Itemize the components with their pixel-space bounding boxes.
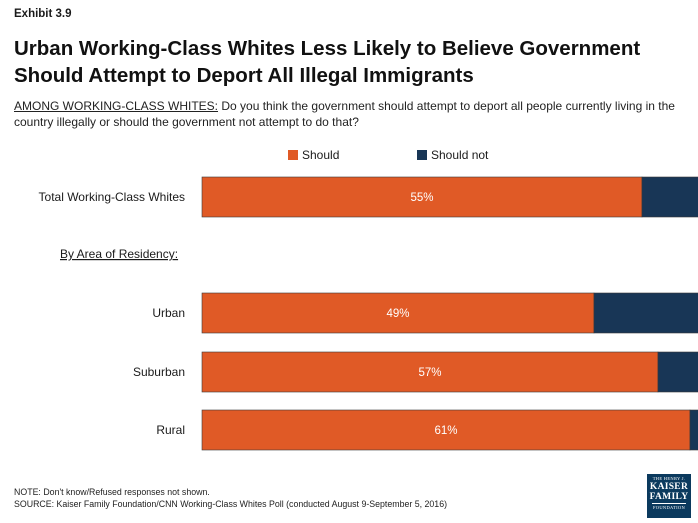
bar-suburban-should-not — [657, 351, 698, 393]
chart-title: Urban Working-Class Whites Less Likely t… — [14, 37, 641, 87]
source-text: SOURCE: Kaiser Family Foundation/CNN Wor… — [14, 499, 448, 509]
kff-logo: THE HENRY J. KAISER FAMILY FOUNDATION — [647, 474, 691, 518]
category-label-suburban: Suburban — [133, 365, 185, 379]
subtitle-lead: AMONG WORKING-CLASS WHITES: — [14, 99, 219, 113]
category-label-total-working-class-whites: Total Working-Class Whites — [39, 190, 185, 204]
legend-swatch-should-not — [417, 150, 427, 160]
subtitle-question: Do you think the government should attem… — [14, 99, 675, 129]
data-label-rural-should: 61% — [434, 425, 457, 437]
bar-suburban-should — [201, 351, 659, 393]
logo-line-3: FAMILY — [649, 492, 689, 502]
category-label-urban: Urban — [152, 306, 185, 320]
data-label-total-working-class-whites-should: 55% — [410, 192, 433, 204]
chart-legend: Should Should not — [0, 148, 698, 164]
logo-line-2: KAISER — [649, 482, 689, 492]
legend-item-should: Should — [288, 148, 339, 162]
note-text: NOTE: Don't know/Refused responses not s… — [14, 487, 210, 497]
chart-subtitle: AMONG WORKING-CLASS WHITES: Do you think… — [14, 98, 690, 130]
bar-urban-should-not — [593, 292, 698, 334]
data-label-urban-should: 49% — [386, 308, 409, 320]
group-label: By Area of Residency: — [60, 247, 178, 261]
legend-label-should-not: Should not — [431, 148, 489, 162]
exhibit-label: Exhibit 3.9 — [14, 8, 72, 20]
logo-line-1: THE HENRY J. — [652, 476, 686, 481]
bar-total-working-class-whites-should-not — [641, 176, 698, 218]
logo-rule — [652, 503, 686, 504]
logo-line-4: FOUNDATION — [653, 505, 685, 510]
legend-swatch-should — [288, 150, 298, 160]
legend-item-should-not: Should not — [417, 148, 488, 162]
bar-rural-should-not — [689, 409, 698, 451]
chart-notes: NOTE: Don't know/Refused responses not s… — [14, 486, 447, 510]
legend-label-should: Should — [302, 148, 340, 162]
data-label-suburban-should: 57% — [418, 367, 441, 379]
category-label-rural: Rural — [156, 423, 185, 437]
